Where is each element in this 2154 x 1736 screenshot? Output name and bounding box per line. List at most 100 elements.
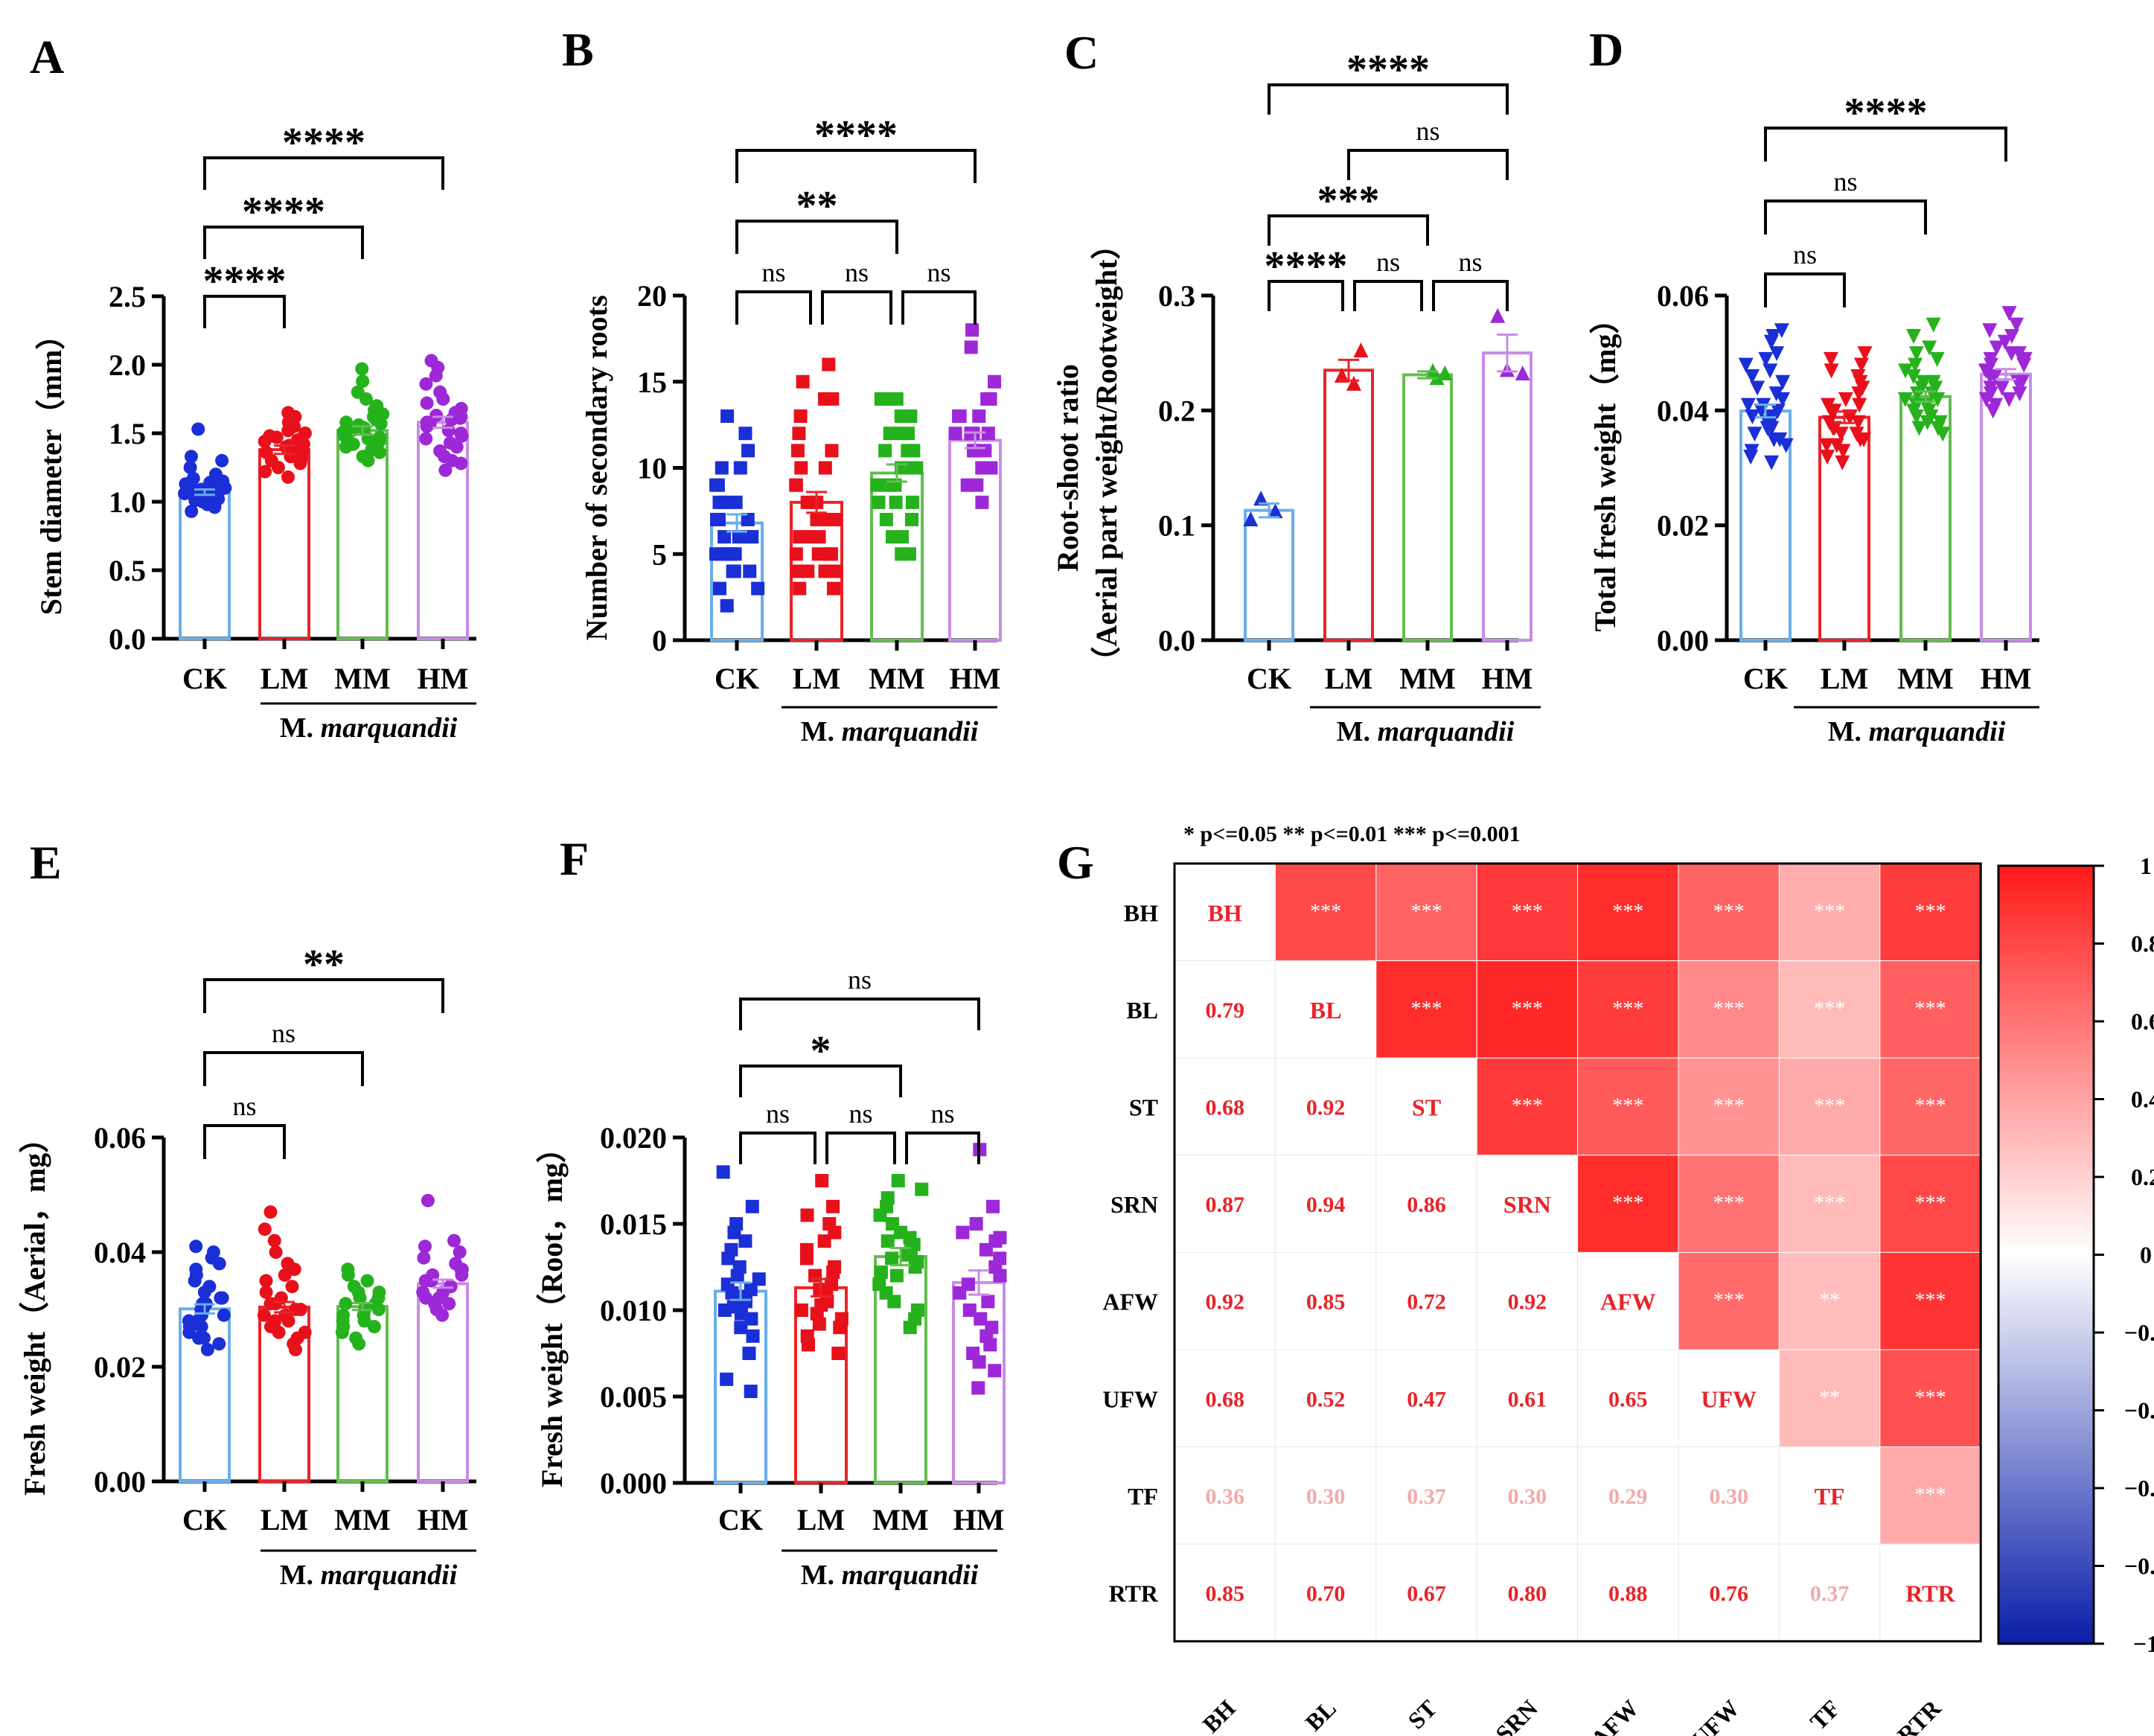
data-point — [1911, 421, 1927, 436]
panels: 0.0 0.5 1.0 1.5 2.0 2.5 Stem diameter（mm） CK LM M… — [18, 47, 2154, 1736]
data-point — [720, 1372, 734, 1386]
x-tick-label: HM — [1482, 662, 1533, 695]
data-point — [1740, 398, 1756, 413]
significance-bracket — [1764, 127, 2007, 162]
data-point — [818, 461, 832, 475]
y-tick-label: 0.020 — [600, 1121, 667, 1155]
significance-bracket — [203, 978, 444, 1013]
data-point — [1820, 450, 1835, 465]
data-point — [744, 1385, 758, 1399]
significance-label: **** — [814, 112, 898, 159]
data-point — [1437, 365, 1453, 380]
data-point — [794, 461, 808, 475]
data-point — [1850, 369, 1866, 385]
heatmap-cell — [1678, 1349, 1780, 1448]
significance-label: **** — [242, 189, 325, 235]
data-point — [2011, 346, 2027, 362]
data-point — [442, 1297, 456, 1311]
colorbar-tick-label: 0.4 — [2131, 1086, 2154, 1113]
data-point — [724, 1242, 738, 1257]
data-point — [993, 1231, 1007, 1245]
correlation-value: 0.72 — [1407, 1290, 1446, 1315]
y-tick-label: 0.04 — [94, 1236, 146, 1269]
data-point — [1515, 365, 1530, 380]
x-tick-label: CK — [182, 1503, 227, 1536]
data-point — [419, 432, 433, 446]
data-point — [1997, 334, 2013, 350]
significance-bracket — [1432, 280, 1509, 311]
data-point — [184, 450, 198, 464]
group-label-prefix: M. — [280, 712, 321, 744]
colorbar — [1997, 864, 2095, 1645]
data-point — [1743, 450, 1759, 465]
significance-label: ns — [849, 1099, 872, 1129]
y-axis-label: Root-shoot ratio — [1051, 364, 1084, 572]
data-point — [259, 1285, 273, 1299]
data-point — [891, 1174, 905, 1187]
data-point — [881, 1191, 895, 1205]
correlation-value: 0.92 — [1205, 1290, 1244, 1315]
data-point — [267, 1234, 281, 1248]
significance-label: **** — [282, 120, 365, 166]
data-point — [799, 1242, 814, 1257]
data-point — [1850, 415, 1866, 430]
data-point — [956, 1225, 970, 1239]
significance-bracket — [739, 1132, 816, 1164]
y-tick-label: 5 — [652, 537, 667, 571]
data-point — [790, 564, 804, 578]
data-point — [831, 1347, 846, 1360]
y-axis-label-2: （Aerial part weight/Rootweight） — [1090, 230, 1123, 677]
significance-marker: *** — [1915, 1289, 1946, 1312]
data-point — [1905, 369, 1921, 385]
group-label-species: marquandii — [842, 1560, 979, 1591]
data-point — [827, 581, 841, 596]
significance-marker: *** — [1814, 1192, 1845, 1215]
data-point — [984, 461, 998, 475]
data-point — [880, 392, 894, 406]
y-tick-label: 0 — [652, 624, 667, 657]
panel-letter-e: E — [30, 836, 62, 889]
bar-hm — [1980, 372, 2032, 642]
data-point — [351, 385, 365, 399]
data-point — [729, 1217, 744, 1231]
data-point — [1774, 323, 1789, 339]
data-point — [800, 1208, 814, 1222]
significance-label: ns — [927, 258, 950, 287]
data-point — [346, 437, 360, 451]
data-point — [792, 427, 806, 441]
panel-letter-c: C — [1064, 26, 1099, 79]
correlation-value: 0.37 — [1407, 1484, 1446, 1509]
heatmap-cell — [1476, 1446, 1579, 1545]
y-tick-label: 0.02 — [1657, 509, 1709, 543]
data-point — [453, 1245, 467, 1259]
data-point — [969, 1217, 983, 1231]
heatmap-cell — [1879, 1349, 1981, 1448]
x-tick-label: HM — [418, 662, 469, 695]
data-point — [888, 478, 902, 492]
group-label: M. marquandii — [801, 716, 979, 747]
y-tick-label: 0.06 — [94, 1121, 146, 1155]
heatmap-cell — [1577, 960, 1679, 1059]
group-label: M. marquandii — [280, 712, 458, 744]
heatmap-cell — [1274, 1155, 1377, 1253]
heatmap-cell — [1274, 1057, 1377, 1156]
data-point — [1908, 357, 1923, 373]
data-point — [356, 374, 370, 389]
data-point — [889, 495, 903, 509]
data-point — [1906, 329, 1922, 345]
y-tick-label: 0.02 — [94, 1350, 146, 1384]
y-tick-label: 0.00 — [1657, 624, 1709, 657]
heatmap-cell — [1577, 1543, 1679, 1642]
data-point — [905, 512, 919, 526]
y-tick-label: 0.00 — [94, 1465, 146, 1499]
data-point — [1929, 351, 1945, 367]
y-tick-label: 0.2 — [1158, 394, 1195, 427]
data-point — [339, 1297, 353, 1311]
data-point — [449, 1257, 463, 1271]
y-tick-label: 0.005 — [600, 1380, 667, 1414]
significance-label: ns — [272, 1018, 295, 1048]
significance-bracket — [203, 295, 286, 328]
significance-marker: *** — [1411, 998, 1442, 1021]
data-point — [1983, 351, 1998, 367]
data-point — [1772, 432, 1788, 447]
